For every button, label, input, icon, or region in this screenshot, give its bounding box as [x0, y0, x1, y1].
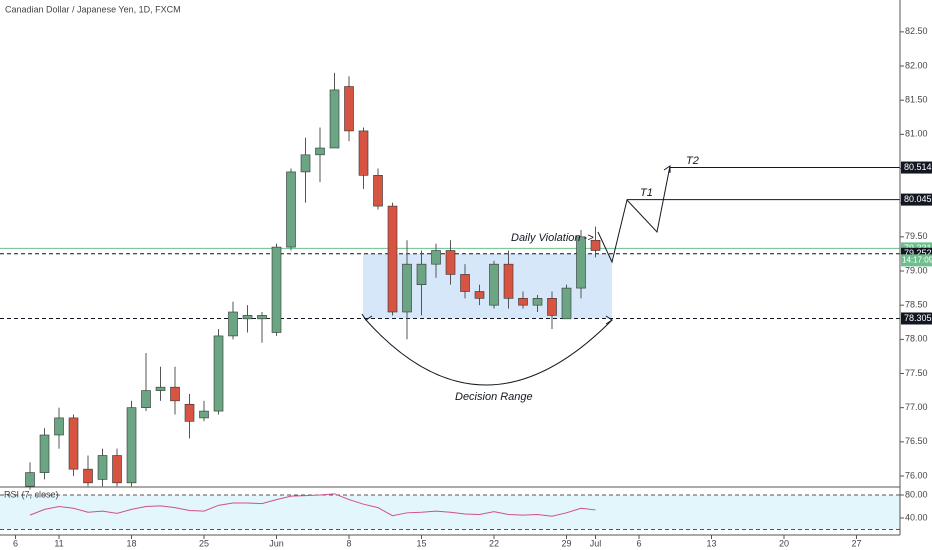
price-tag — [901, 193, 932, 206]
price-tag-label: 78.305 — [904, 313, 932, 323]
candle-body — [387, 205, 398, 313]
annotation: T2 — [686, 155, 699, 167]
x-tick-label: 18 — [127, 538, 137, 548]
candle-body — [68, 417, 79, 470]
candle-body — [489, 263, 499, 306]
candle-body — [518, 298, 528, 306]
candle-body — [547, 298, 557, 316]
annotation: T1 — [640, 187, 653, 199]
x-tick-label: 15 — [417, 538, 427, 548]
price-tag-label: 79.331 — [904, 243, 932, 253]
decision-range — [363, 253, 612, 319]
y-tick-label: 77.00 — [905, 402, 928, 412]
price-tag-label: 80.514 — [904, 162, 932, 172]
candle-body — [213, 335, 224, 412]
y-tick-label: 77.50 — [905, 368, 928, 378]
marks-layer — [25, 72, 601, 517]
candle-body — [315, 147, 325, 156]
price-tag-label: 79.252 — [904, 248, 932, 258]
y-tick-label: 79.50 — [905, 231, 928, 241]
candle-body — [112, 455, 122, 484]
x-tick-label: 20 — [779, 538, 789, 548]
candle-body — [271, 246, 282, 333]
arc-arrowheads — [361, 313, 613, 325]
x-tick-label: 29 — [561, 538, 571, 548]
x-tick-label: 6 — [13, 538, 18, 548]
y-tick-label: 78.00 — [905, 334, 928, 344]
candle-body — [199, 410, 209, 419]
annotation: Decision Range — [455, 391, 533, 403]
x-tick-label: Jun — [269, 538, 284, 548]
candle-body — [445, 250, 456, 275]
candle-body — [460, 274, 470, 292]
y-tick-label: 78.50 — [905, 300, 928, 310]
candle-body — [83, 468, 93, 484]
x-tick-label: 6 — [636, 538, 641, 548]
y-tick-label: 76.50 — [905, 436, 928, 446]
candle-body — [576, 236, 586, 289]
candle-body — [257, 315, 267, 320]
y-tick-label: 76.00 — [905, 470, 928, 480]
projection-path — [597, 165, 671, 264]
candle-body — [141, 390, 151, 408]
y-tick-label: 82.00 — [905, 60, 928, 70]
candle-body — [329, 89, 340, 149]
candle-body — [97, 455, 108, 480]
x-tick-label: 22 — [489, 538, 499, 548]
candle-body — [503, 263, 514, 299]
candle-body — [474, 291, 485, 299]
chart-title: Canadian Dollar / Japanese Yen, 1D, FXCM — [5, 4, 181, 14]
x-tick-label: 8 — [347, 538, 352, 548]
candle-body — [532, 298, 543, 306]
countdown: 14:17:09 — [902, 255, 932, 264]
candle-body — [431, 250, 441, 265]
range-arc — [365, 319, 613, 386]
candle-body — [344, 86, 354, 132]
x-tick-label: 27 — [851, 538, 861, 548]
candle-body — [286, 171, 296, 248]
projection-arrowhead — [663, 165, 671, 173]
y-tick-label: 82.50 — [905, 26, 928, 36]
candle-body — [416, 263, 427, 285]
x-tick-label: 25 — [199, 538, 209, 548]
candle-body — [39, 434, 50, 473]
candle-body — [561, 287, 572, 320]
x-tick-label: 11 — [54, 538, 63, 548]
y-tick-label: 79.00 — [905, 265, 928, 275]
candle-body — [170, 386, 180, 402]
candle-body — [155, 386, 166, 391]
rsi-title: RSI (7, close) — [4, 489, 59, 499]
candle-body — [242, 315, 253, 320]
candle-body — [590, 239, 601, 251]
candle-body — [54, 417, 64, 436]
x-tick-label: 13 — [706, 538, 716, 548]
candle-body — [358, 130, 369, 176]
candle-body — [228, 311, 238, 337]
x-tick-label: Jul — [590, 538, 602, 548]
price-tag — [901, 312, 932, 325]
candle-body — [126, 407, 137, 484]
candle-body — [300, 154, 311, 173]
y-tick-label: 81.50 — [905, 95, 928, 105]
y-tick-label: 81.00 — [905, 129, 928, 139]
price-tag — [901, 161, 932, 174]
price-tag-label: 80.045 — [904, 194, 932, 204]
rsi-tick-label: 40.00 — [905, 512, 928, 522]
rsi-line — [29, 493, 596, 517]
countdown-tag — [901, 254, 932, 267]
candle-body — [25, 472, 35, 487]
candle-body — [373, 175, 383, 207]
annotation: Daily Violation -> — [511, 232, 594, 244]
candle-body — [402, 263, 412, 313]
rsi-tick-label: 80.00 — [905, 489, 928, 499]
candle-body — [184, 403, 195, 422]
